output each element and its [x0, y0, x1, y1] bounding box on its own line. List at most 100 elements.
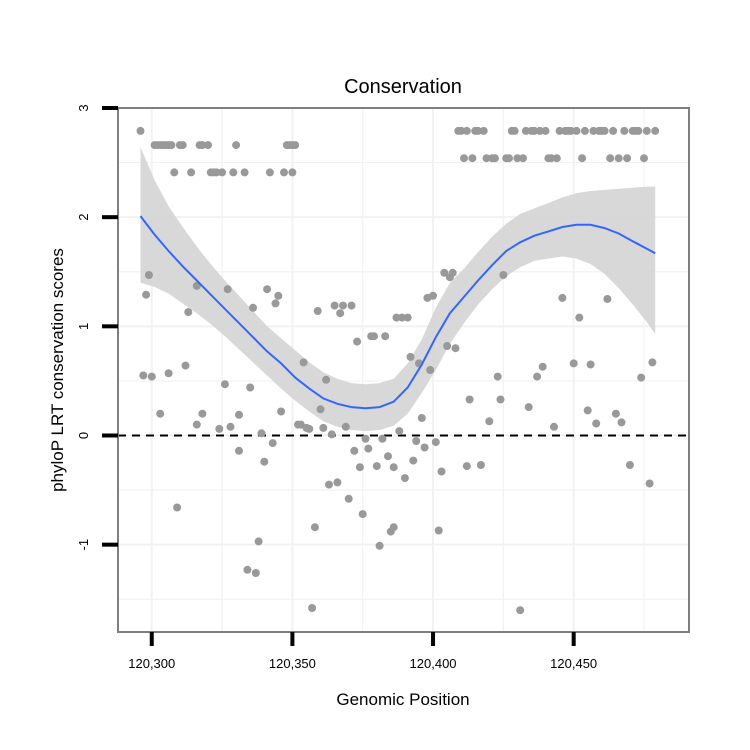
x-tick-label: 120,300	[128, 656, 175, 671]
data-point	[586, 360, 595, 369]
data-point	[271, 299, 280, 308]
data-point	[316, 405, 325, 414]
data-point	[547, 154, 556, 163]
data-point	[513, 154, 522, 163]
x-tick-label: 120,450	[550, 656, 597, 671]
data-point	[614, 154, 623, 163]
data-point	[603, 295, 612, 303]
data-point	[651, 126, 660, 135]
data-point	[358, 510, 367, 519]
data-point	[535, 126, 544, 135]
data-point	[443, 342, 452, 350]
data-point	[462, 462, 471, 471]
data-point	[364, 444, 373, 453]
data-point	[395, 427, 404, 436]
data-point	[251, 569, 260, 577]
data-point	[490, 154, 499, 163]
data-point	[341, 422, 350, 431]
data-point	[333, 478, 342, 487]
data-point	[223, 285, 232, 294]
data-point	[569, 359, 578, 368]
data-point	[378, 434, 387, 443]
data-point	[499, 271, 508, 279]
data-point	[144, 271, 153, 279]
data-point	[384, 452, 392, 461]
data-point	[625, 461, 634, 469]
data-point	[339, 301, 347, 310]
data-point	[572, 126, 581, 135]
data-point	[274, 291, 283, 300]
data-point	[623, 154, 632, 163]
data-point	[409, 456, 418, 465]
data-point	[232, 141, 241, 150]
data-point	[448, 268, 457, 277]
data-point	[226, 422, 235, 431]
data-point	[589, 126, 598, 135]
data-point	[243, 565, 252, 574]
data-point	[606, 154, 615, 163]
data-point	[280, 168, 288, 177]
data-point	[609, 126, 618, 135]
data-points	[136, 126, 660, 615]
data-point	[235, 446, 243, 455]
data-point	[468, 154, 477, 163]
data-point	[412, 437, 421, 445]
panel-border	[117, 107, 690, 633]
data-point	[167, 141, 176, 150]
data-point	[530, 126, 539, 135]
x-axis-label: Genomic Position	[336, 690, 469, 709]
data-point	[460, 154, 468, 163]
data-point	[277, 407, 286, 416]
data-point	[178, 141, 187, 150]
data-point	[319, 423, 328, 432]
data-point	[476, 461, 485, 469]
data-point	[600, 126, 609, 135]
data-point	[426, 366, 435, 374]
data-point	[344, 494, 353, 503]
data-point	[355, 463, 364, 472]
y-tick-label: -1	[76, 539, 91, 551]
data-point	[578, 154, 587, 163]
data-point	[147, 372, 156, 381]
data-point	[375, 541, 384, 550]
data-point	[465, 395, 474, 404]
data-point	[474, 126, 482, 135]
data-point	[420, 443, 429, 452]
data-point	[249, 303, 257, 312]
data-point	[538, 362, 547, 371]
data-point	[493, 372, 502, 381]
confidence-band	[140, 147, 656, 432]
data-point	[575, 313, 584, 322]
data-point	[299, 358, 308, 367]
data-point	[220, 380, 229, 389]
data-point	[566, 126, 575, 135]
data-point	[429, 291, 437, 300]
data-point	[164, 369, 173, 378]
data-point	[381, 332, 390, 341]
data-point	[482, 154, 491, 163]
data-point	[648, 358, 657, 367]
y-tick-label: 0	[76, 432, 91, 439]
data-point	[555, 126, 564, 135]
data-point	[485, 417, 494, 426]
data-point	[353, 337, 362, 346]
data-point	[389, 463, 398, 472]
data-point	[288, 168, 297, 177]
data-point	[170, 168, 179, 177]
data-point	[325, 480, 333, 489]
data-point	[640, 154, 648, 163]
data-point	[479, 126, 488, 135]
data-point	[310, 523, 319, 532]
data-point	[400, 474, 409, 483]
y-axis-label: phyloP LRT conservation scores	[48, 248, 67, 492]
data-point	[462, 126, 471, 135]
data-point	[136, 126, 145, 135]
data-point	[398, 313, 407, 322]
data-point	[370, 332, 378, 341]
data-point	[204, 141, 212, 150]
data-point	[516, 606, 525, 615]
data-point	[611, 409, 620, 418]
data-point	[451, 344, 460, 353]
data-point	[198, 141, 207, 150]
